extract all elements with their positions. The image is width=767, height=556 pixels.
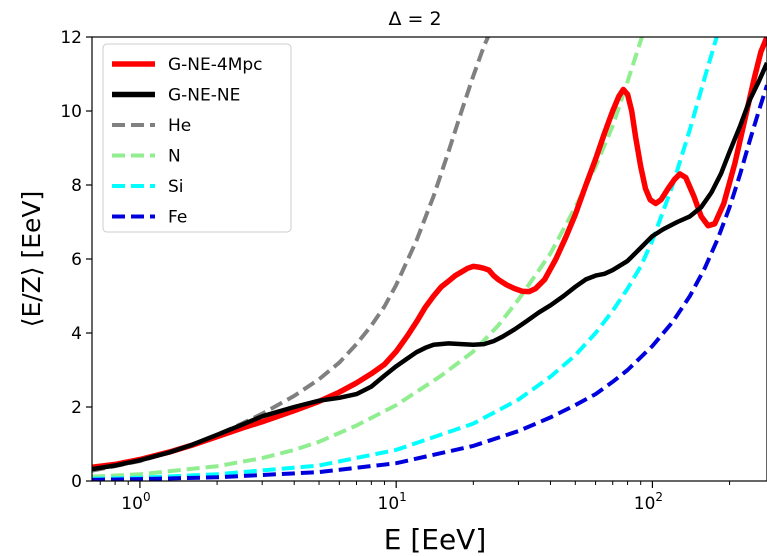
chart-title: Δ = 2: [388, 8, 441, 30]
legend: G-NE-4Mpc G-NE-NE He N Si Fe: [102, 43, 292, 233]
x-axis-label: E [EeV]: [384, 523, 487, 556]
x-tick-label: 100: [121, 490, 150, 514]
y-tick-label: 0: [71, 472, 82, 492]
series-line-g-ne-ne: [92, 61, 767, 472]
y-tick-label: 2: [71, 398, 82, 418]
y-axis-label: ⟨E/Z⟩ [EeV]: [17, 191, 46, 328]
series-line-fe: [92, 84, 767, 481]
legend-label: Si: [168, 177, 184, 197]
plot-frame: [91, 36, 767, 482]
series-group: [92, 37, 767, 481]
legend-label: Fe: [168, 208, 187, 228]
y-tick-label: 10: [60, 102, 82, 122]
axis-ticks: 0 2 4 6 8 10 12 100 101 102: [60, 28, 731, 514]
y-tick-label: 12: [60, 28, 82, 48]
series-line-si: [92, 37, 719, 481]
series-line-n: [92, 37, 645, 479]
x-tick-label: 102: [634, 490, 663, 514]
y-tick-label: 8: [71, 176, 82, 196]
y-tick-label: 4: [71, 324, 82, 344]
legend-label: G-NE-4Mpc: [168, 55, 263, 75]
series-line-g-ne-4mpc: [92, 37, 767, 471]
legend-label: G-NE-NE: [168, 86, 240, 106]
x-tick-label: 101: [378, 490, 407, 514]
y-tick-label: 6: [71, 250, 82, 270]
series-line-he: [92, 37, 491, 473]
legend-label: He: [168, 116, 191, 136]
legend-label: N: [168, 147, 181, 167]
